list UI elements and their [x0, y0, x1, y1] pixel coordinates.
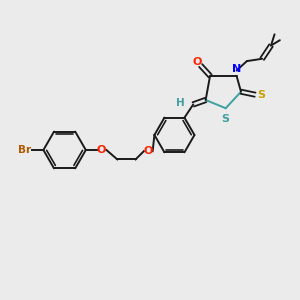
Text: S: S — [257, 90, 265, 100]
Text: O: O — [192, 57, 202, 67]
Text: H: H — [176, 98, 184, 108]
Text: N: N — [232, 64, 241, 74]
Text: Br: Br — [18, 145, 31, 155]
Text: O: O — [143, 146, 153, 156]
Text: S: S — [222, 113, 230, 124]
Text: O: O — [96, 145, 106, 155]
